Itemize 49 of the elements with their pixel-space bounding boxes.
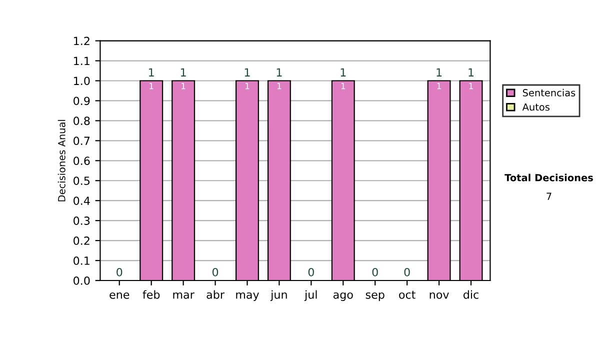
x-tick-label: sep — [366, 292, 384, 301]
total-label: 0 — [404, 268, 410, 276]
data-label: 1 — [246, 83, 250, 90]
data-label: 1 — [437, 83, 441, 90]
y-tick-label: 1.0 — [74, 76, 90, 86]
text: 7 — [546, 192, 552, 200]
y-tick-label: 0.0 — [74, 276, 90, 285]
x-tick-label: ene — [110, 292, 130, 299]
y-tick-label: 0.4 — [74, 196, 90, 205]
x-tick-label: oct — [399, 290, 416, 299]
legend-label: Sentencias — [522, 88, 576, 96]
total-label: 1 — [468, 68, 474, 76]
total-label: 1 — [181, 68, 186, 76]
data-label: 1 — [469, 83, 473, 90]
total-label: 1 — [149, 68, 154, 76]
total-label: 0 — [372, 268, 378, 276]
x-tick-label: nov — [430, 292, 449, 299]
data-label: 1 — [277, 83, 282, 90]
total-label: 0 — [116, 268, 122, 276]
y-tick-label: 0.2 — [74, 236, 90, 245]
x-tick-label: mar — [173, 292, 194, 299]
data-label: 1 — [341, 83, 346, 90]
x-tick-label: jun — [270, 290, 287, 301]
x-tick-label: abr — [206, 290, 224, 299]
x-tick-label: ago — [333, 292, 353, 301]
y-tick-label: 0.6 — [74, 156, 90, 166]
total-label: 0 — [308, 268, 314, 276]
total-label: 1 — [436, 68, 442, 76]
x-tick-label: feb — [142, 290, 160, 299]
y-tick-label: 1.2 — [74, 36, 90, 46]
text: Total Decisiones — [504, 174, 593, 182]
data-label: 1 — [150, 83, 154, 90]
y-tick-label: 0.1 — [74, 256, 90, 265]
total-label: 0 — [212, 268, 218, 276]
total-label: 1 — [276, 68, 282, 76]
y-tick-label: 0.3 — [74, 216, 90, 225]
x-tick-label: dic — [464, 290, 478, 299]
total-label: 1 — [244, 68, 250, 76]
x-tick-label: may — [236, 292, 260, 301]
x-tick-label: jul — [304, 290, 317, 301]
y-tick-label: 1.1 — [74, 56, 90, 65]
y-tick-label: 0.5 — [74, 176, 90, 186]
y-tick-label: 0.7 — [74, 136, 90, 146]
data-label: 1 — [182, 83, 186, 90]
legend-label: Autos — [522, 103, 550, 111]
y-tick-label: 0.9 — [74, 96, 90, 106]
y-tick-label: 0.8 — [74, 116, 90, 126]
y-axis-title: Decisiones Anual — [58, 120, 66, 202]
total-label: 1 — [340, 68, 346, 76]
